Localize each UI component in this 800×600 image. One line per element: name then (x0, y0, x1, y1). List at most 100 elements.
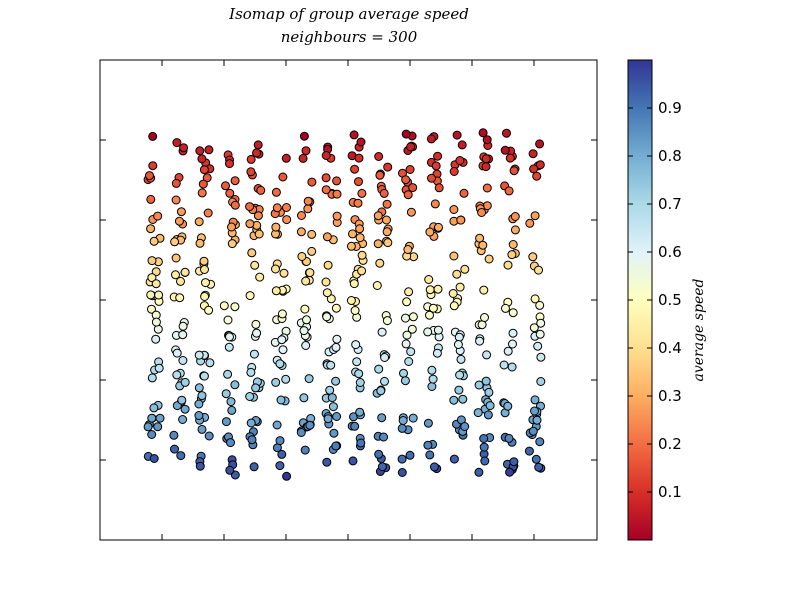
data-point (480, 456, 490, 466)
data-point (431, 161, 441, 171)
data-point (426, 134, 436, 144)
colorbar-label: average speed (691, 278, 707, 382)
data-point (299, 393, 309, 403)
data-point (147, 413, 157, 423)
data-point (276, 395, 286, 405)
data-point (434, 183, 444, 193)
data-point (481, 162, 491, 172)
data-point (481, 376, 491, 386)
data-point (277, 335, 287, 345)
data-point (151, 279, 161, 289)
data-point (449, 454, 459, 464)
data-point (307, 177, 317, 187)
data-point (428, 303, 438, 313)
data-point (149, 403, 159, 413)
data-point (275, 359, 285, 369)
data-point (282, 203, 291, 212)
data-point (423, 418, 433, 428)
data-point (178, 356, 188, 365)
data-point (307, 246, 317, 256)
data-point (301, 146, 311, 156)
data-point (509, 166, 519, 176)
data-point (322, 457, 332, 467)
data-point (458, 394, 468, 404)
data-point (354, 369, 364, 379)
data-point (400, 376, 410, 386)
data-point (377, 413, 387, 423)
data-point (329, 428, 339, 438)
data-point (147, 304, 156, 314)
data-point (246, 167, 256, 177)
data-point (357, 188, 367, 198)
data-point (425, 310, 434, 320)
data-point (272, 420, 282, 430)
data-point (376, 386, 386, 396)
data-point (331, 342, 341, 352)
data-point (277, 309, 287, 319)
data-point (227, 405, 237, 415)
data-point (403, 190, 413, 200)
scatter-points (143, 128, 546, 481)
data-point (272, 203, 282, 213)
data-point (307, 229, 317, 239)
data-point (449, 301, 459, 311)
data-point (282, 471, 292, 481)
data-point (536, 318, 546, 328)
data-point (508, 339, 517, 349)
data-point (155, 413, 165, 423)
data-point (204, 431, 214, 441)
x-ticks (161, 60, 535, 540)
data-point (277, 449, 287, 459)
data-point (423, 440, 433, 450)
data-point (500, 145, 510, 155)
data-point (180, 267, 190, 277)
data-point (397, 468, 407, 477)
data-point (153, 422, 163, 432)
data-point (221, 181, 230, 191)
data-point (348, 229, 357, 239)
data-point (457, 140, 467, 150)
data-point (227, 222, 236, 232)
data-point (460, 264, 470, 274)
data-point (328, 402, 338, 412)
data-point (148, 161, 158, 171)
data-point (197, 188, 207, 198)
data-point (172, 370, 182, 380)
data-point (528, 426, 538, 436)
data-point (408, 183, 418, 193)
data-point (349, 130, 359, 140)
data-point (256, 185, 266, 195)
data-point (251, 319, 261, 329)
data-point (372, 281, 382, 290)
data-point (508, 328, 518, 338)
data-point (305, 420, 315, 430)
colorbar-tick-label: 0.9 (658, 99, 682, 117)
data-point (459, 188, 469, 198)
data-point (530, 294, 540, 304)
data-point (405, 165, 415, 174)
data-point (204, 145, 214, 155)
data-point (449, 167, 459, 176)
data-point (433, 284, 443, 294)
data-point (356, 438, 366, 448)
data-point (452, 269, 462, 279)
data-point (194, 217, 204, 227)
data-point (477, 208, 487, 217)
data-point (321, 185, 331, 195)
data-point (536, 377, 546, 386)
data-point (147, 373, 157, 383)
data-point (508, 240, 518, 249)
data-point (533, 341, 543, 351)
data-point (350, 306, 360, 315)
data-point (401, 313, 410, 323)
data-point (305, 268, 315, 278)
data-point (176, 276, 185, 286)
data-point (482, 135, 492, 145)
data-point (194, 383, 204, 393)
data-point (300, 304, 310, 314)
data-point (374, 152, 384, 161)
data-point (296, 428, 306, 437)
data-point (225, 188, 235, 198)
data-point (373, 239, 383, 249)
data-point (433, 325, 443, 335)
